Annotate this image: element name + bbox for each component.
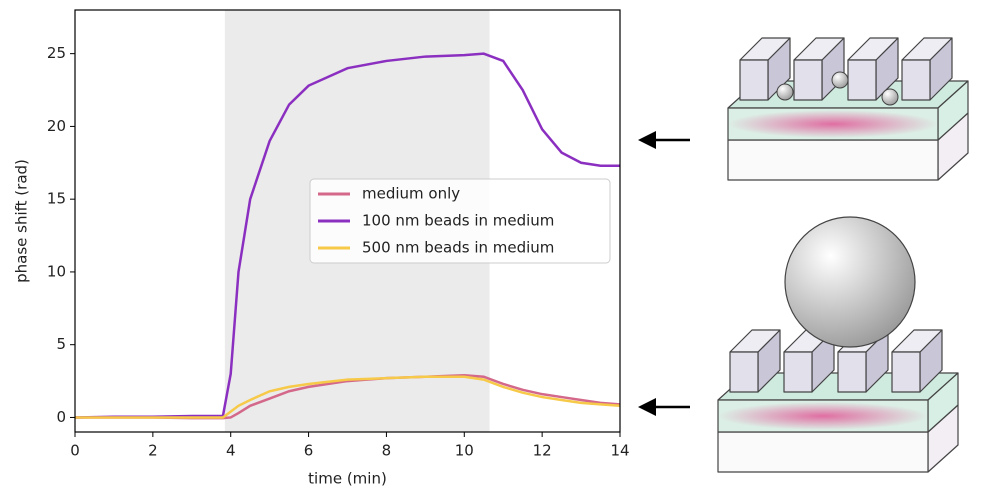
y-axis-label: phase shift (rad) xyxy=(13,159,31,283)
arrow xyxy=(638,131,690,149)
x-tick-label: 0 xyxy=(70,442,80,460)
plot: 0 2 4 6 8 10 12 14 0 5 10 15 20 25 time (min) phase shi… xyxy=(13,9,630,488)
bead xyxy=(881,88,899,106)
y-tick-label: 5 xyxy=(56,335,66,353)
legend-box xyxy=(309,178,611,264)
device xyxy=(728,38,968,180)
y-tick-label: 20 xyxy=(47,117,66,135)
device xyxy=(718,330,958,472)
data-line xyxy=(74,52,620,419)
arrow xyxy=(638,398,690,416)
x-tick-label: 8 xyxy=(382,442,392,460)
y-tick-label: 10 xyxy=(47,262,66,280)
x-tick-label: 10 xyxy=(455,442,474,460)
bead xyxy=(776,83,794,101)
illustration-small-beads xyxy=(728,38,968,180)
y-tick-label: 15 xyxy=(47,190,66,208)
y-tick-label: 0 xyxy=(56,408,66,426)
legend-label: 100 nm beads in medium xyxy=(362,212,554,230)
data-line xyxy=(75,375,621,419)
x-tick-label: 14 xyxy=(610,442,629,460)
bead xyxy=(784,216,916,348)
bead xyxy=(831,71,849,89)
illustration-large-bead xyxy=(718,216,958,472)
x-tick-label: 4 xyxy=(226,442,236,460)
x-axis-label: time (min) xyxy=(308,470,387,488)
x-tick-label: 12 xyxy=(533,442,552,460)
legend-label: medium only xyxy=(362,185,460,203)
legend: medium only 100 nm beads in medium 500 nm … xyxy=(309,178,611,264)
axes-frame xyxy=(74,9,621,433)
y-tick-label: 25 xyxy=(47,44,66,62)
x-tick-label: 2 xyxy=(148,442,158,460)
x-tick-label: 6 xyxy=(304,442,314,460)
legend-label: 500 nm beads in medium xyxy=(362,239,554,257)
